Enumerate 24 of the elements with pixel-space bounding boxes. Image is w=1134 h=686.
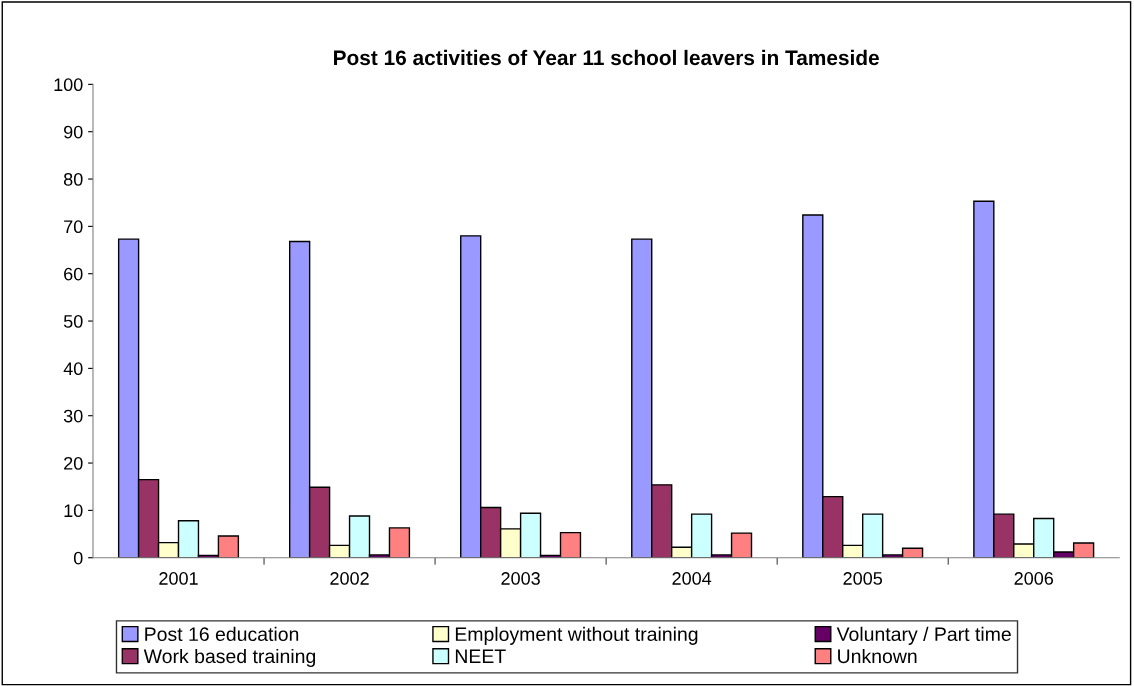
y-tick-label: 90	[64, 125, 83, 139]
legend-label: Employment without training	[455, 626, 698, 645]
chart-title: Post 16 activities of Year 11 school leavers in Tameside	[334, 49, 879, 66]
legend-label: Unknown	[838, 648, 917, 664]
x-tick-label: 2002	[330, 572, 369, 585]
y-tick-label: 40	[63, 362, 83, 376]
x-tick-label: 2001	[159, 572, 198, 585]
y-tick-label: 70	[64, 220, 83, 234]
x-tick-label: 2004	[672, 572, 712, 585]
legend-label: Voluntary / Part time	[836, 626, 1011, 645]
legend-label: Post 16 education	[145, 626, 299, 642]
y-tick-label: 100	[54, 78, 83, 92]
y-tick-label: 80	[63, 172, 83, 186]
y-tick-label: 30	[63, 409, 83, 423]
legend-label: NEET	[455, 649, 506, 663]
y-tick-label: 0	[73, 551, 83, 565]
y-tick-label: 20	[64, 456, 83, 470]
x-tick-label: 2005	[843, 572, 883, 585]
y-tick-label: 60	[64, 267, 83, 281]
x-tick-label: 2006	[1014, 572, 1054, 585]
legend-label: Work based training	[143, 648, 316, 668]
x-tick-label: 2003	[501, 572, 540, 585]
y-tick-label: 50	[63, 314, 83, 328]
y-tick-label: 10	[64, 504, 83, 518]
